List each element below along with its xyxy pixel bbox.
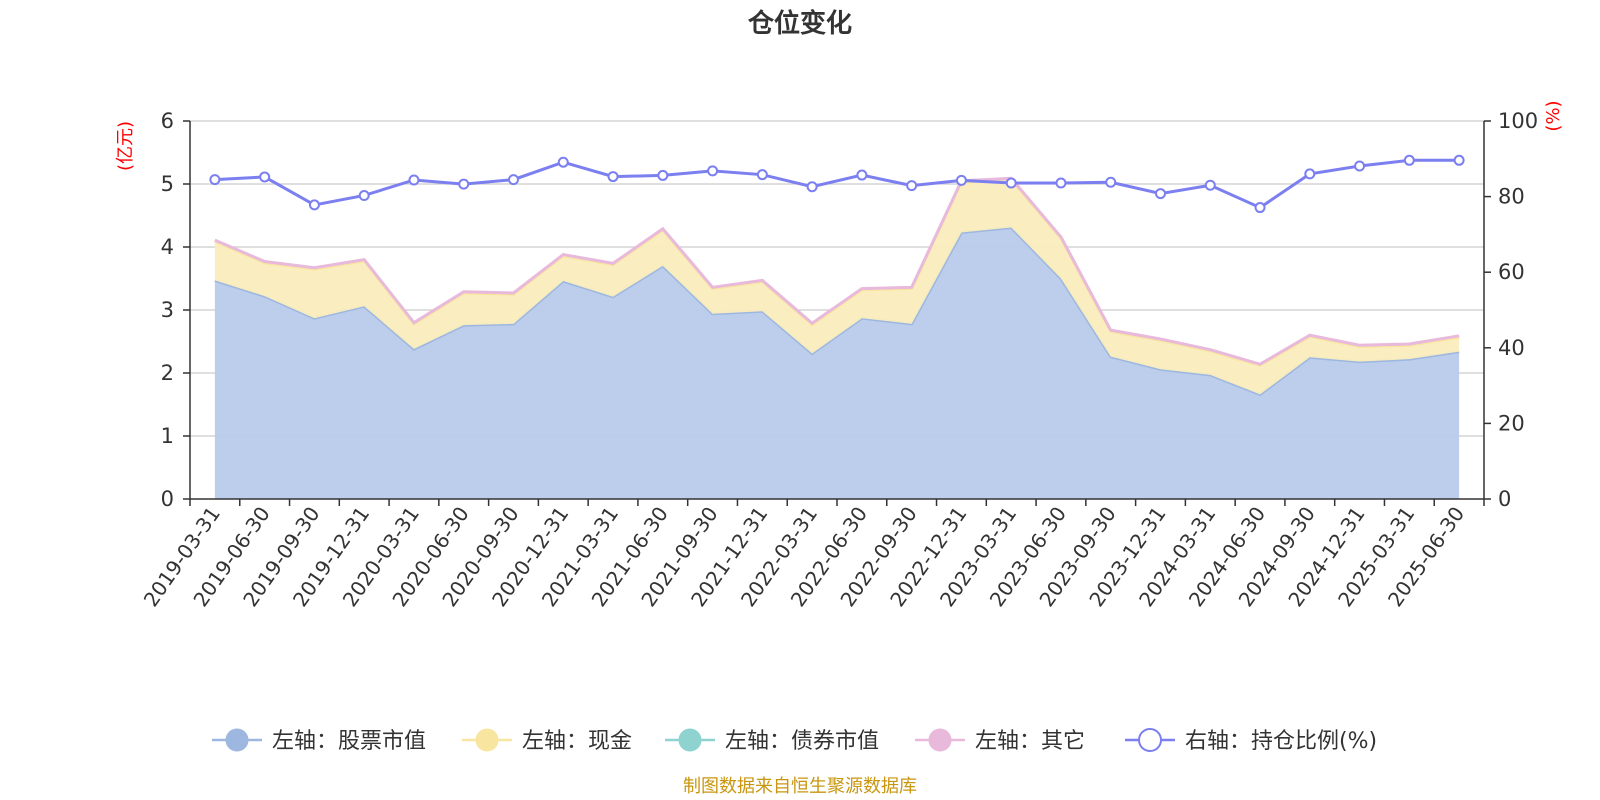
- right-tick-label: 20: [1498, 411, 1525, 435]
- left-tick-label: 3: [161, 298, 174, 322]
- ratio-point: [458, 178, 470, 190]
- ratio-point: [607, 171, 619, 183]
- area-左轴：股票市值: [214, 227, 1460, 499]
- ratio-point: [806, 181, 818, 193]
- legend-item: 左轴：股票市值: [212, 728, 426, 754]
- ratio-point: [1155, 188, 1166, 200]
- ratio-point: [1254, 202, 1266, 214]
- ratio-point: [1204, 179, 1216, 191]
- ratio-point: [657, 169, 669, 181]
- ratio-point: [308, 199, 320, 211]
- left-tick-label: 5: [161, 172, 174, 196]
- right-tick-label: 80: [1498, 185, 1525, 209]
- right-tick-label: 100: [1498, 109, 1538, 133]
- source-note: 制图数据来自恒生聚源数据库: [683, 776, 917, 797]
- legend-item: 左轴：债券市值: [665, 728, 879, 754]
- left-tick-label: 6: [161, 109, 174, 133]
- ratio-point: [557, 156, 569, 168]
- legend-label: 左轴：债券市值: [725, 729, 879, 754]
- ratio-point: [955, 174, 967, 186]
- legend-marker: [928, 728, 952, 752]
- right-tick-label: 60: [1498, 260, 1525, 284]
- ratio-line-path: [214, 158, 1460, 210]
- legend-label: 右轴：持仓比例(%): [1185, 729, 1377, 754]
- legend-item: 左轴：现金: [462, 728, 632, 754]
- legend-label: 左轴：其它: [975, 729, 1085, 754]
- left-axis-unit: (亿元): [115, 121, 136, 171]
- ratio-point: [259, 171, 271, 183]
- legend-marker: [475, 728, 499, 752]
- legend-label: 左轴：现金: [522, 729, 632, 754]
- area-edge-左轴：其它: [214, 176, 1460, 366]
- left-tick-label: 4: [161, 235, 174, 259]
- legend-marker: [678, 728, 702, 752]
- ratio-point: [508, 174, 519, 186]
- ratio-point: [1403, 154, 1415, 166]
- legend-marker: [1138, 728, 1162, 752]
- ratio-point: [1304, 168, 1316, 180]
- legend-marker: [225, 728, 249, 752]
- left-tick-label: 0: [161, 487, 174, 511]
- ratio-point: [209, 174, 221, 186]
- ratio-point: [707, 165, 719, 177]
- ratio-point: [1105, 176, 1117, 188]
- area-左轴：现金: [214, 179, 1460, 395]
- ratio-point: [408, 174, 420, 186]
- position-ratio-series: [209, 154, 1465, 214]
- ratio-point: [756, 169, 768, 181]
- right-tick-label: 0: [1498, 487, 1511, 511]
- ratio-point: [358, 189, 370, 201]
- ratio-point: [1354, 160, 1366, 172]
- ratio-point: [856, 169, 868, 181]
- ratio-point: [1005, 177, 1017, 189]
- legend-label: 左轴：股票市值: [272, 729, 426, 754]
- left-tick-label: 1: [161, 424, 174, 448]
- legend-item: 右轴：持仓比例(%): [1125, 728, 1377, 754]
- ratio-point: [1055, 177, 1067, 189]
- legend: 左轴：股票市值 左轴：现金 左轴：债券市值 左轴：其它 右轴：持仓比例(%): [212, 728, 1377, 754]
- stacked-areas: [214, 176, 1460, 499]
- left-tick-label: 2: [161, 361, 174, 385]
- right-axis-unit: (%): [1543, 100, 1564, 131]
- ratio-point: [1453, 154, 1465, 166]
- chart-title: 仓位变化: [747, 8, 852, 39]
- legend-item: 左轴：其它: [915, 728, 1085, 754]
- right-tick-label: 40: [1498, 336, 1525, 360]
- ratio-point: [906, 180, 918, 192]
